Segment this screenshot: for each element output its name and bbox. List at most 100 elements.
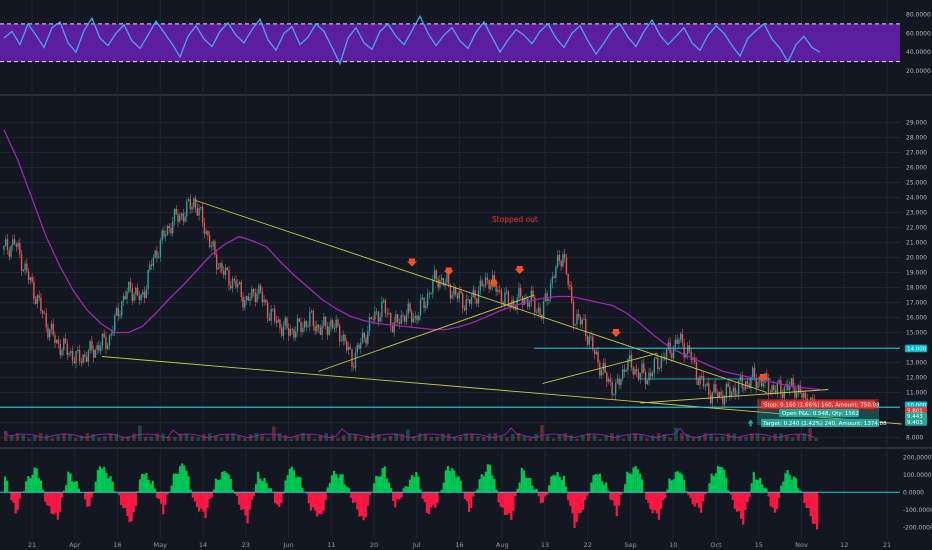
volume-bar [417,433,422,441]
candle-body [307,325,309,327]
volume-bar [785,436,789,441]
volume-bar [15,433,20,441]
oscillator-bar [101,468,104,493]
oscillator-bar [687,492,690,496]
candle-body [396,314,399,323]
grid [0,0,900,538]
price-tick-label: 18.000 [906,285,927,292]
oscillator-bar [223,470,226,493]
candle-body [266,302,269,318]
candle-body [409,303,411,312]
oscillator-bar [647,492,650,504]
trendline [195,200,768,393]
oscillator-bar [366,492,369,506]
oscillator-bar [750,483,753,493]
oscillator-bar [695,492,698,504]
candle-body [737,380,740,395]
trade-position-box[interactable]: Stop: 0.160 (1.66%) 160, Amount: 750.08 … [757,399,887,427]
oscillator-bar [548,485,551,493]
oscillator-bar [786,470,789,493]
volume-bar [569,435,573,441]
volume-bar [726,433,731,441]
candle-body [346,341,348,351]
oscillator-bar [565,486,568,493]
candle-body [497,289,499,292]
oscillator-bar [305,492,308,494]
candle-body [630,354,633,368]
oscillator-bar [455,477,458,493]
candle-body [520,287,522,297]
candle-body [486,277,489,281]
oscillator-bar [497,492,500,503]
oscillator-bar [444,470,447,493]
oscillator-bar [398,492,401,500]
candle-body [551,276,554,284]
oscillator-bar [248,492,251,510]
oscillator-bar [514,492,517,497]
oscillator-bar [558,476,561,493]
candle-body [68,352,70,355]
oscillator-bar [339,474,342,493]
candle-body [576,314,578,325]
oscillator-bar [31,474,34,493]
candle-body [40,297,42,311]
oscillator-bar [358,492,361,517]
candle-body [138,295,141,301]
candle-body [344,334,346,342]
candle-body [743,387,745,390]
candle-body [527,298,529,307]
candle-body [766,373,768,380]
candle-body [625,370,627,372]
oscillator-bar [744,492,747,511]
candle-body [247,296,250,301]
oscillator-bar [710,473,713,493]
oscillator-bar [790,479,793,493]
candle-body [36,295,39,304]
volume-bar [307,434,311,441]
candle-body [632,367,634,375]
candle-body [173,208,176,222]
stop-label: Stop: 0.160 (1.66%) 160, Amount: 750.08 [764,403,880,409]
oscillator-bar [560,479,563,493]
candle-body [678,339,680,344]
candle-body [442,278,445,286]
oscillator-bar [73,481,76,493]
oscillator-bar [143,474,146,493]
candle-body [518,287,520,298]
candle-body [110,333,112,336]
oscillator-bar [352,492,355,503]
volume-bar [516,433,521,441]
oscillator-bar [333,470,336,493]
candle-body [6,239,9,251]
volume-bar [342,435,346,441]
volume-bar [336,438,340,441]
candle-body [563,254,566,258]
oscillator-bar [44,492,47,502]
oscillator-bar [524,478,528,493]
candle-body [210,246,213,248]
candle-body [697,379,699,385]
candle-body [374,311,376,320]
candle-body [419,299,422,316]
target-label-box [761,419,879,427]
volume-bar [662,434,667,441]
candle-body [609,378,612,382]
volume-bar [277,433,282,441]
candle-body [493,274,496,282]
volume-bar [388,435,393,441]
oscillator-bar [229,478,232,493]
candle-body [581,319,583,325]
oscillator-bar [573,492,576,529]
oscillator-bar [130,492,133,522]
rsi-panel: 80.0000 60.0000 40.0000 20.0000 [0,11,931,75]
oscillator-bar [149,483,152,493]
oscillator-bar [704,492,707,495]
price-tick-label: 25.000 [906,180,927,187]
candle-body [20,254,23,272]
oscillator-bar [716,466,720,493]
candle-body [360,342,362,349]
oscillator-bar [457,476,460,493]
oscillator-bar [752,472,755,493]
candle-body [182,213,184,222]
